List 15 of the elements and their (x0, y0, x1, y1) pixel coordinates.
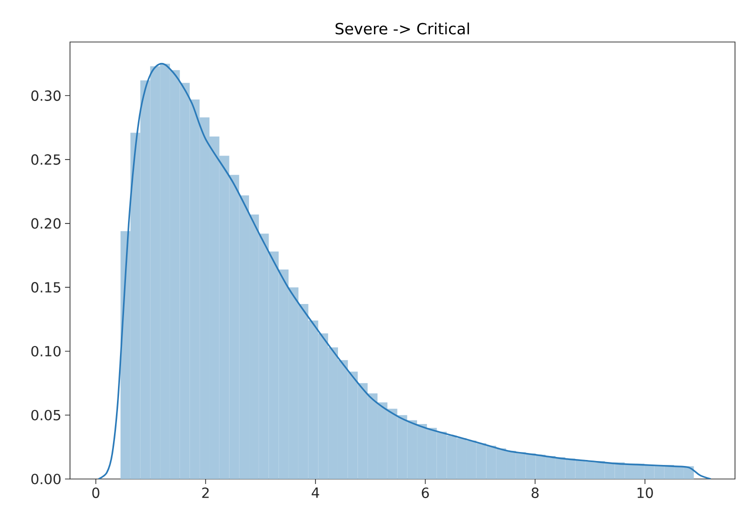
x-tick-label: 6 (422, 488, 429, 498)
y-tick-label: 0.30 (31, 90, 61, 101)
y-tick-label: 0.15 (31, 282, 60, 293)
x-tick-label: 2 (202, 488, 209, 498)
y-tick-label: 0.05 (31, 410, 60, 420)
x-tick-label: 4 (312, 488, 320, 498)
chart-title: Severe -> Critical (336, 22, 469, 34)
y-tick-label: 0.10 (31, 346, 61, 356)
x-tick-label: 0 (92, 488, 100, 498)
y-tick-label: 0.20 (31, 218, 61, 229)
x-tick-label: 10 (638, 488, 653, 498)
line-series (98, 62, 712, 479)
y-tick-label: 0.25 (31, 154, 60, 165)
x-tick-label: 8 (532, 488, 539, 498)
y-tick-label: 0.00 (31, 474, 61, 484)
